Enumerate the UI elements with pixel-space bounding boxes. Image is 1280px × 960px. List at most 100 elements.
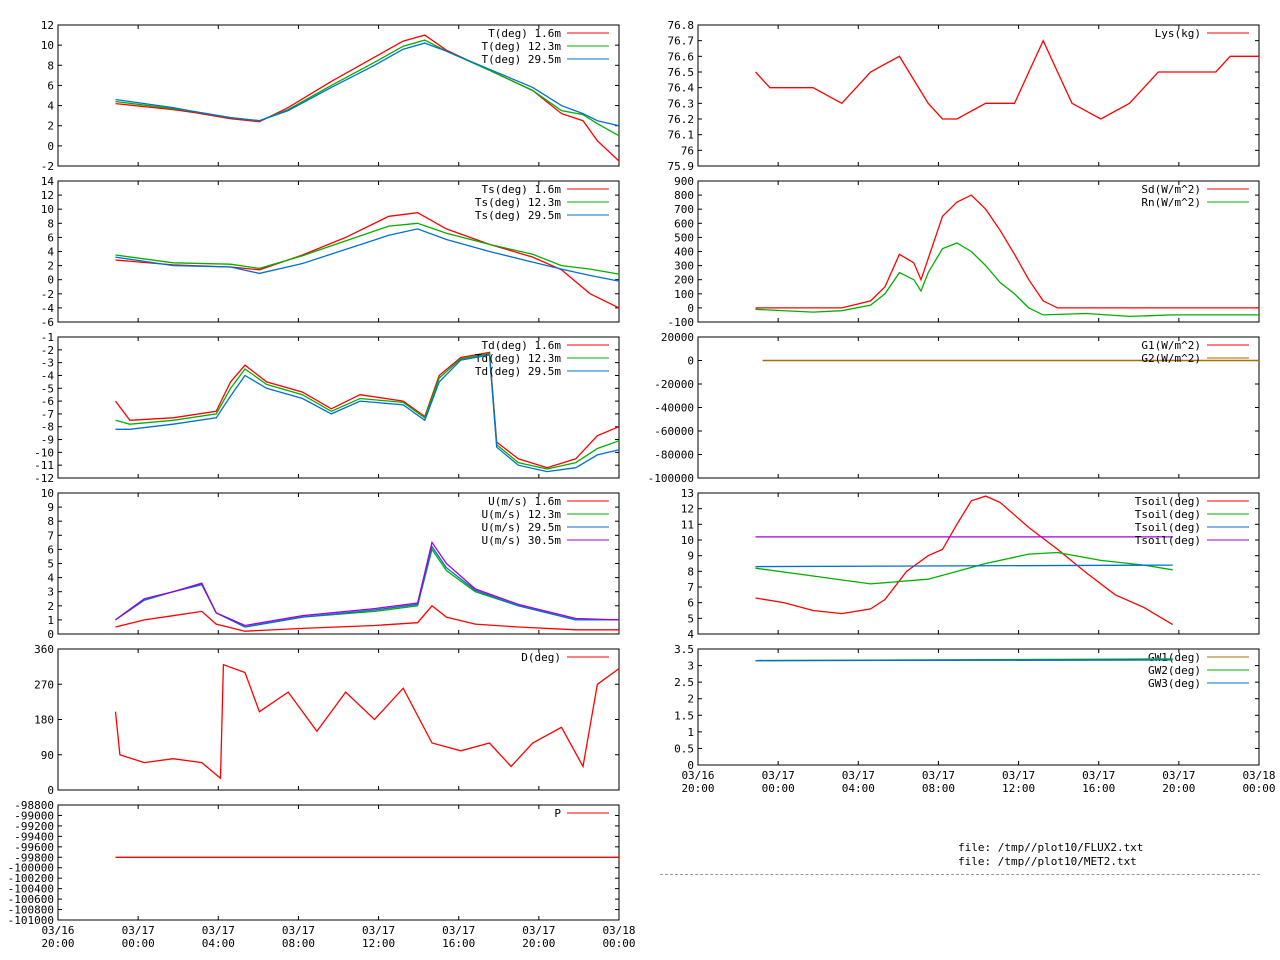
y-tick-label: 20000 [661, 331, 694, 344]
y-tick-label: 3 [687, 660, 694, 673]
legend-label: Tsoil(deg) [1135, 495, 1201, 508]
y-tick-label: 8 [47, 515, 54, 528]
y-tick-label: 10 [681, 534, 694, 547]
y-tick-label: 9 [47, 501, 54, 514]
y-tick-label: -2 [41, 288, 54, 301]
y-tick-label: -5 [41, 382, 54, 395]
y-tick-label: 900 [674, 175, 694, 188]
y-tick-label: -6 [41, 395, 54, 408]
series-line-red [114, 663, 620, 780]
y-tick-label: 10 [41, 487, 54, 500]
file-list: file: /tmp//plot10/FLUX2.txt file: /tmp//… [958, 841, 1143, 869]
y-tick-label: 6 [47, 231, 54, 244]
divider-line [660, 874, 1260, 875]
x-tick-date: 03/17 [762, 769, 795, 782]
y-tick-label: 11 [681, 518, 694, 531]
series-line-blue [115, 354, 620, 473]
y-tick-label: 3.5 [674, 643, 694, 656]
y-tick-label: -99000 [14, 809, 54, 822]
legend-label: D(deg) [521, 651, 561, 664]
plot-frame [697, 648, 1260, 766]
y-tick-label: 1 [47, 614, 54, 627]
y-tick-label: 180 [34, 714, 54, 727]
y-tick-label: 4 [687, 628, 694, 641]
x-tick-date: 03/17 [1002, 769, 1035, 782]
x-tick-date: 03/17 [522, 924, 555, 937]
y-tick-label: -4 [41, 302, 55, 315]
legend-label: Ts(deg) 29.5m [475, 209, 561, 222]
chart-panel-5: -101000-100800-100600-100400-100200-1000… [8, 799, 620, 927]
y-tick-label: 2.5 [674, 676, 694, 689]
plot-frame [57, 336, 620, 479]
x-tick-time: 00:00 [602, 937, 635, 950]
y-tick-label: 0 [47, 140, 54, 153]
legend-label: Td(deg) 29.5m [475, 365, 561, 378]
legend-label: T(deg) 29.5m [482, 53, 562, 66]
series-line-red [755, 495, 1174, 626]
x-tick-time: 16:00 [442, 937, 475, 950]
y-tick-label: 76.2 [668, 113, 695, 126]
y-tick-label: 76.5 [668, 66, 695, 79]
y-tick-label: 0 [687, 355, 694, 368]
y-tick-label: -40000 [654, 402, 694, 415]
x-tick-date: 03/17 [362, 924, 395, 937]
chart-panel-2: -12-11-10-9-8-7-6-5-4-3-2-1Td(deg) 1.6mT… [34, 331, 620, 485]
y-tick-label: -6 [41, 316, 54, 329]
time-axis: 03/1620:0003/1700:0003/1704:0003/1708:00… [681, 769, 1275, 795]
y-tick-label: 0.5 [674, 742, 694, 755]
y-tick-label: -4 [41, 369, 55, 382]
y-tick-label: -100 [668, 316, 695, 329]
y-tick-label: 8 [47, 217, 54, 230]
series-line-blue [115, 42, 620, 127]
y-tick-label: 76 [681, 144, 694, 157]
y-tick-label: -7 [41, 408, 54, 421]
x-tick-time: 08:00 [922, 782, 955, 795]
y-tick-label: 2 [47, 600, 54, 613]
y-tick-label: -98800 [14, 799, 54, 812]
y-tick-label: 100 [674, 288, 694, 301]
y-tick-label: 14 [41, 175, 55, 188]
y-tick-label: 0 [47, 628, 54, 641]
y-tick-label: 76.3 [668, 97, 695, 110]
y-tick-label: 12 [41, 189, 54, 202]
legend-label: G1(W/m^2) [1141, 339, 1201, 352]
file-line-1: file: /tmp//plot10/FLUX2.txt [958, 841, 1144, 854]
legend-label: Lys(kg) [1155, 27, 1201, 40]
y-tick-label: 90 [41, 749, 54, 762]
legend-label: GW3(deg) [1148, 677, 1201, 690]
plot-frame [57, 804, 620, 921]
y-tick-label: 13 [681, 487, 694, 500]
y-tick-label: 5 [687, 612, 694, 625]
y-tick-label: -99200 [14, 820, 54, 833]
legend-label: T(deg) 1.6m [488, 27, 561, 40]
x-tick-time: 16:00 [1082, 782, 1115, 795]
legend-label: T(deg) 12.3m [482, 40, 562, 53]
y-tick-label: 200 [674, 274, 694, 287]
chart-panel-9: 45678910111213Tsoil(deg)Tsoil(deg)Tsoil(… [681, 487, 1260, 641]
y-tick-label: -101000 [8, 914, 54, 927]
y-tick-label: -99400 [14, 830, 54, 843]
x-tick-time: 00:00 [1242, 782, 1275, 795]
x-tick-date: 03/17 [1162, 769, 1195, 782]
y-tick-label: -1 [41, 331, 54, 344]
x-tick-date: 03/17 [842, 769, 875, 782]
chart-panel-8: -100000 -80000 -60000 -40000 -20000 0 20000 G1(… [648, 331, 1260, 485]
legend-label: U(m/s) 29.5m [482, 521, 562, 534]
y-tick-label: 8 [47, 59, 54, 72]
legend-label: U(m/s) 12.3m [482, 508, 562, 521]
y-tick-label: 9 [687, 550, 694, 563]
series-line-red [755, 194, 1259, 309]
y-tick-label: 0 [47, 784, 54, 797]
y-tick-label: -11 [34, 459, 54, 472]
chart-panel-0: -2 0 2 4 6 8 10 12 T(deg) 1.6mT(deg) 12.3mT(deg)… [41, 19, 620, 173]
y-tick-label: 7 [687, 581, 694, 594]
y-tick-label: 76.7 [668, 35, 695, 48]
series-line-green [115, 352, 620, 470]
y-tick-label: 10 [41, 203, 54, 216]
y-tick-label: 76.8 [668, 19, 695, 32]
legend-label: Tsoil(deg) [1135, 521, 1201, 534]
y-tick-label: -80000 [654, 449, 694, 462]
y-tick-label: -8 [41, 421, 54, 434]
